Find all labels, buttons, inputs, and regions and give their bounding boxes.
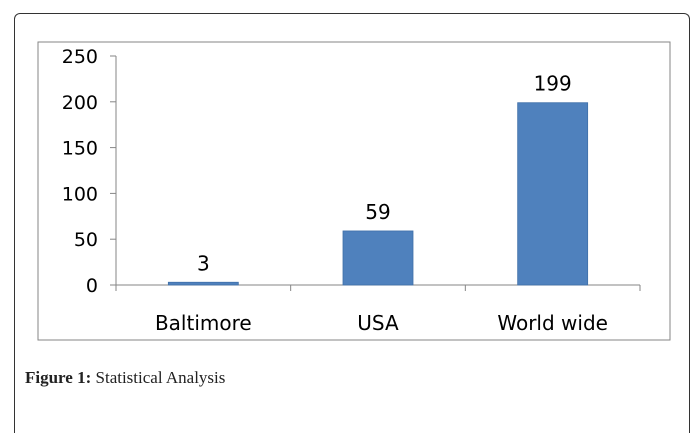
y-axis-ticks: 0 50 100 150 200 250	[62, 46, 116, 297]
x-tick-label: World wide	[497, 311, 608, 335]
bar	[342, 230, 414, 286]
plot-area-border	[37, 41, 671, 341]
y-tick-label: 150	[62, 138, 98, 160]
x-tick-label: USA	[357, 311, 399, 335]
y-tick-label: 100	[62, 183, 98, 205]
bar	[167, 281, 239, 286]
bar-series	[167, 102, 589, 286]
x-tick-label: Baltimore	[155, 311, 252, 335]
bar-chart: 0 50 100 150 200 250 Baltimore USA World wide 3…	[37, 41, 671, 341]
data-label: 59	[365, 200, 390, 224]
y-tick-label: 0	[86, 275, 98, 297]
figure-caption: Figure 1: Statistical Analysis	[25, 368, 225, 388]
y-tick-label: 250	[62, 46, 98, 68]
x-axis-ticks: Baltimore USA World wide	[115, 285, 641, 335]
caption-label: Figure 1:	[25, 368, 92, 387]
caption-text: Statistical Analysis	[95, 368, 226, 387]
y-tick-label: 200	[62, 92, 98, 114]
data-label: 3	[197, 251, 210, 275]
y-tick-label: 50	[74, 229, 98, 251]
bar	[517, 102, 589, 286]
data-labels: 3 59 199	[197, 72, 572, 276]
data-label: 199	[534, 72, 572, 96]
